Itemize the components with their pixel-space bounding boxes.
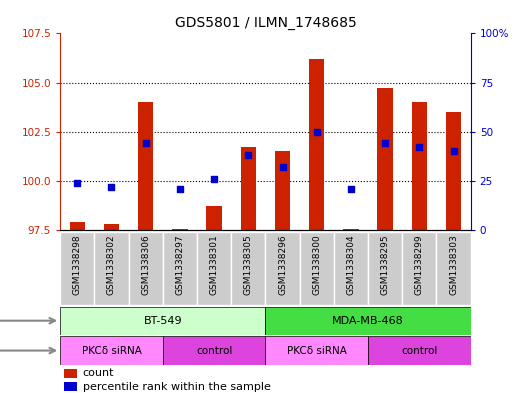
- Text: GSM1338295: GSM1338295: [381, 234, 390, 295]
- Point: [278, 164, 287, 170]
- Point: [347, 185, 355, 192]
- Point: [142, 140, 150, 147]
- Bar: [275, 151, 290, 230]
- Point: [176, 185, 184, 192]
- Point: [73, 180, 82, 186]
- Point: [415, 144, 424, 151]
- Bar: [197, 232, 231, 305]
- Bar: [172, 229, 188, 230]
- Point: [381, 140, 389, 147]
- Bar: [266, 307, 471, 335]
- Text: percentile rank within the sample: percentile rank within the sample: [83, 382, 270, 391]
- Text: PKCδ siRNA: PKCδ siRNA: [287, 345, 347, 356]
- Title: GDS5801 / ILMN_1748685: GDS5801 / ILMN_1748685: [175, 16, 356, 29]
- Bar: [446, 112, 461, 230]
- Bar: [163, 232, 197, 305]
- Bar: [64, 382, 76, 391]
- Text: GSM1338297: GSM1338297: [175, 234, 185, 295]
- Text: count: count: [83, 368, 114, 378]
- Text: GSM1338305: GSM1338305: [244, 234, 253, 295]
- Bar: [104, 224, 119, 230]
- Text: GSM1338302: GSM1338302: [107, 234, 116, 295]
- Bar: [437, 232, 471, 305]
- Text: GSM1338299: GSM1338299: [415, 234, 424, 295]
- Bar: [402, 232, 437, 305]
- Bar: [368, 336, 471, 365]
- Point: [449, 148, 458, 154]
- Bar: [60, 232, 94, 305]
- Bar: [241, 147, 256, 230]
- Bar: [266, 232, 300, 305]
- Text: BT-549: BT-549: [143, 316, 182, 326]
- Bar: [368, 232, 402, 305]
- Bar: [300, 232, 334, 305]
- Bar: [378, 88, 393, 230]
- Bar: [412, 102, 427, 230]
- Bar: [163, 336, 266, 365]
- Text: control: control: [196, 345, 232, 356]
- Bar: [138, 102, 153, 230]
- Point: [107, 184, 116, 190]
- Text: control: control: [401, 345, 438, 356]
- Bar: [334, 232, 368, 305]
- Bar: [64, 369, 76, 378]
- Text: GSM1338306: GSM1338306: [141, 234, 150, 295]
- Bar: [60, 336, 163, 365]
- Bar: [207, 206, 222, 230]
- Point: [313, 129, 321, 135]
- Text: GSM1338300: GSM1338300: [312, 234, 321, 295]
- Text: GSM1338301: GSM1338301: [210, 234, 219, 295]
- Bar: [94, 232, 129, 305]
- Text: GSM1338303: GSM1338303: [449, 234, 458, 295]
- Bar: [129, 232, 163, 305]
- Bar: [60, 307, 265, 335]
- Text: GSM1338298: GSM1338298: [73, 234, 82, 295]
- Point: [244, 152, 253, 158]
- Text: GSM1338304: GSM1338304: [346, 234, 356, 295]
- Bar: [231, 232, 266, 305]
- Text: GSM1338296: GSM1338296: [278, 234, 287, 295]
- Bar: [343, 229, 359, 230]
- Bar: [266, 336, 368, 365]
- Text: MDA-MB-468: MDA-MB-468: [332, 316, 404, 326]
- Bar: [70, 222, 85, 230]
- Point: [210, 176, 218, 182]
- Bar: [309, 59, 324, 230]
- Text: PKCδ siRNA: PKCδ siRNA: [82, 345, 141, 356]
